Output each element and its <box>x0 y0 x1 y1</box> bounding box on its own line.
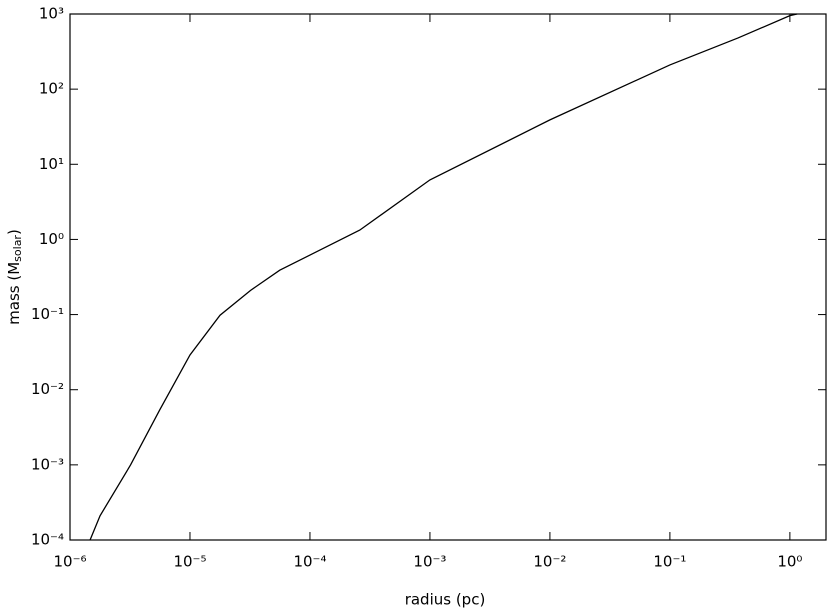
y-label-end: ) <box>5 229 23 235</box>
x-axis-label: radius (pc) <box>405 591 486 609</box>
x-tick-label: 10⁻⁶ <box>53 553 86 571</box>
x-tick-label: 10⁻⁴ <box>293 553 326 571</box>
y-label-sub: solar <box>11 235 24 262</box>
y-tick-label: 10⁻⁴ <box>31 531 64 549</box>
y-tick-label: 10² <box>39 80 64 98</box>
y-tick-label: 10¹ <box>39 155 64 173</box>
y-axis-label: mass (Msolar) <box>5 229 25 325</box>
y-tick-label: 10⁻¹ <box>31 305 64 323</box>
x-tick-label: 10⁻¹ <box>653 553 686 571</box>
y-label-main: mass (M <box>5 262 23 325</box>
y-tick-label: 10⁰ <box>39 230 64 248</box>
data-line <box>89 13 798 541</box>
x-tick-label: 10⁻⁵ <box>173 553 206 571</box>
x-tick-label: 10⁻³ <box>413 553 446 571</box>
y-tick-label: 10⁻³ <box>31 455 64 473</box>
y-tick-label: 10⁻² <box>31 380 64 398</box>
x-tick-label: 10⁰ <box>777 553 802 571</box>
y-tick-label: 10³ <box>39 5 64 23</box>
plot-frame <box>69 13 827 541</box>
x-tick-label: 10⁻² <box>533 553 566 571</box>
